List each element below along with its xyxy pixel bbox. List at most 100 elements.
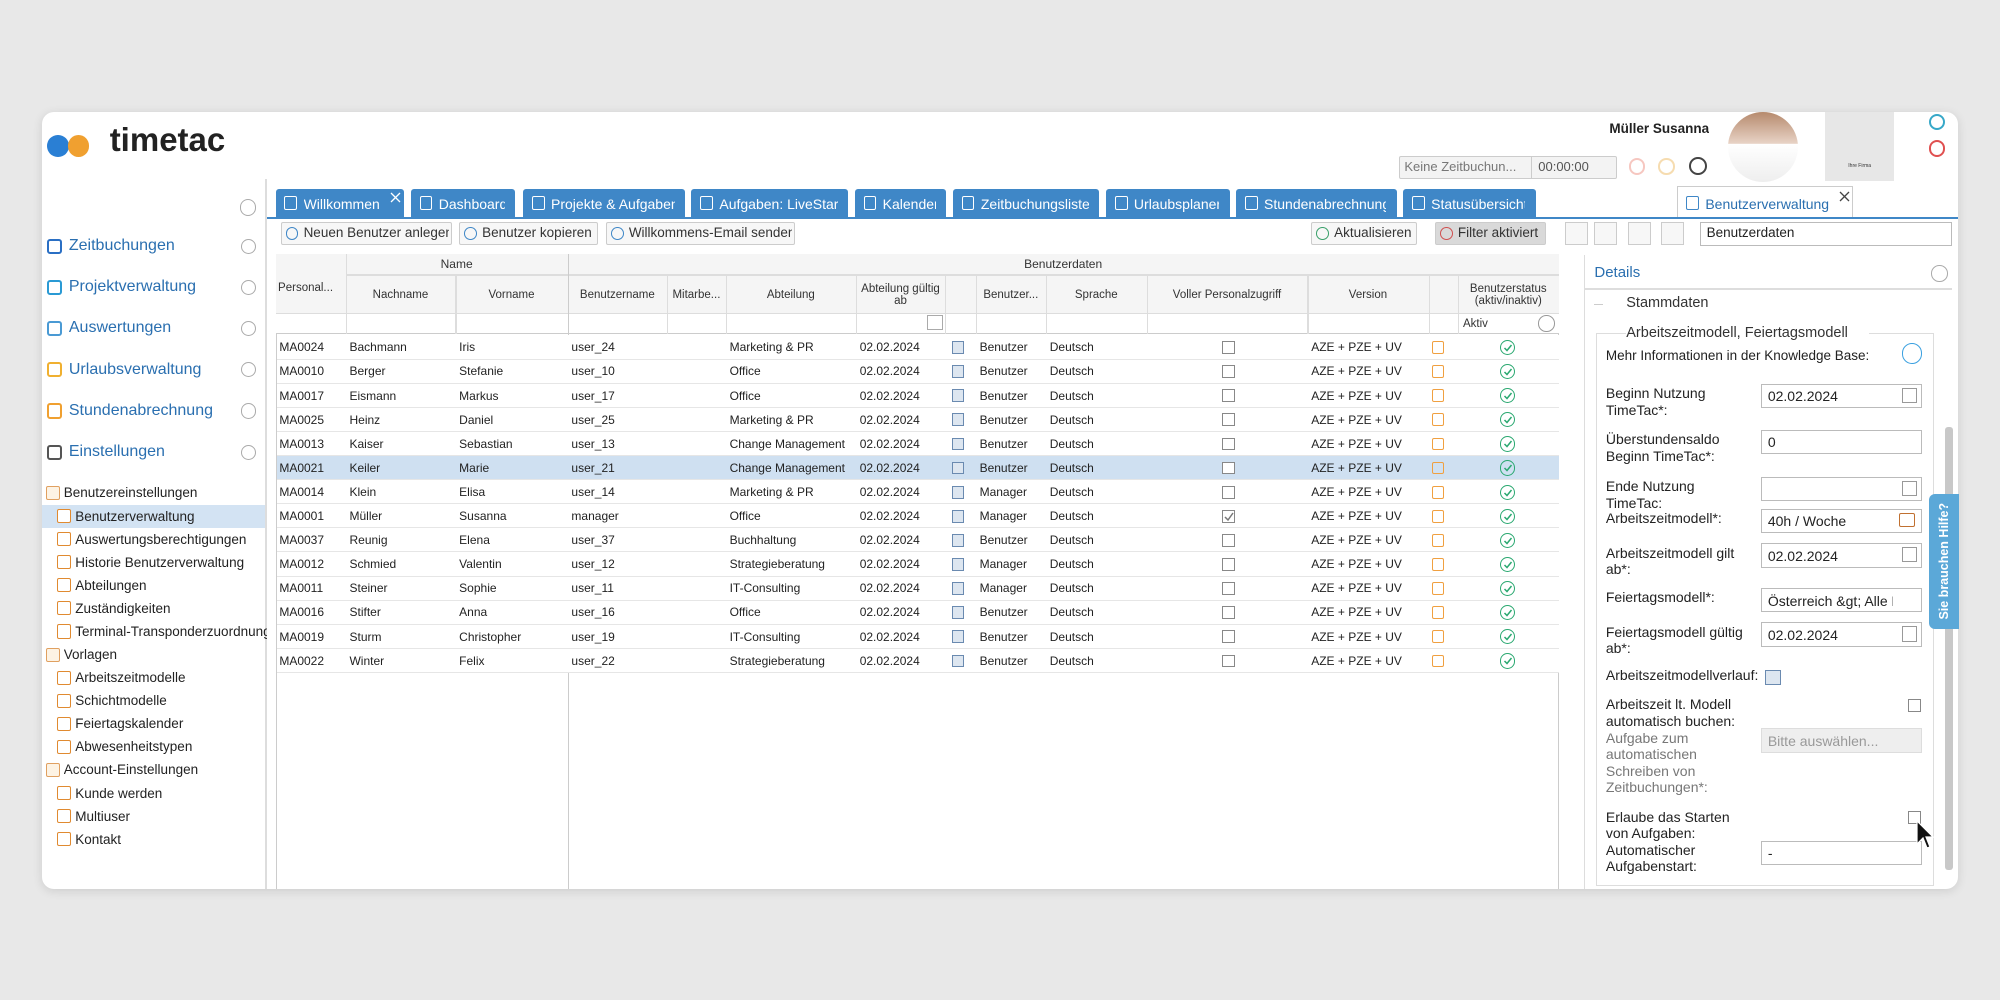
tree-item[interactable]: Historie Benutzerverwaltung [75,554,245,570]
table-cell: user_24 [571,340,615,355]
tree-item[interactable]: Arbeitszeitmodelle [75,670,186,686]
column-header[interactable]: Personal... [278,282,334,295]
table-cell: 02.02.2024 [859,388,920,403]
tree-item[interactable]: Kontakt [75,831,122,847]
tab[interactable] [522,188,685,217]
column-header[interactable]: Nachname [372,288,429,301]
view-select[interactable] [1700,221,1952,247]
toolbar-button[interactable] [459,221,599,245]
tree-item[interactable]: Benutzereinstellungen [63,485,198,501]
group-line [345,274,1559,276]
tab[interactable] [1235,188,1397,217]
help-tab[interactable] [1928,493,1960,629]
field-label: Arbeitszeitmodellverlauf: [1605,667,1759,684]
status-icon [1500,556,1516,573]
edit-icon [1658,158,1675,175]
field-input[interactable] [1761,477,1923,502]
table-cell: Christopher [459,629,522,644]
tree-item[interactable]: Terminal-Transponderzuordnung [75,623,267,639]
tree-icon [57,532,72,547]
field-input[interactable] [1761,728,1923,753]
tree-item[interactable]: Schichtmodelle [75,693,167,709]
icon-button[interactable] [1627,221,1651,245]
tree-item[interactable]: Benutzerverwaltung [75,508,195,524]
nav-item[interactable]: Einstellungen [68,442,165,460]
column-divider [1045,274,1048,335]
tab[interactable] [691,188,849,217]
toolbar-button[interactable] [1311,221,1418,245]
table-cell: 02.02.2024 [859,557,920,572]
column-header[interactable]: Sprache [1074,288,1118,301]
tab-label: Projekte & Aufgaben [551,195,675,212]
tree-item[interactable]: Feiertagskalender [75,716,184,732]
tab[interactable] [854,188,947,217]
help-tab-label[interactable]: Sie brauchen Hilfe? [1936,502,1951,620]
tab[interactable] [1105,188,1230,217]
toolbar-button[interactable] [280,221,452,245]
table-cell: Deutsch [1049,340,1094,355]
table-cell: Anna [459,605,488,620]
field-input[interactable] [1761,429,1923,455]
tree-item[interactable]: Multiuser [75,808,131,824]
tree-icon [57,693,72,708]
lock-icon [1432,461,1444,475]
nav-item[interactable]: Auswertungen [68,319,172,337]
collapse-button[interactable] [239,198,257,216]
field-input[interactable] [1761,840,1923,865]
button-icon [1316,227,1330,240]
table-cell: Kaiser [349,436,384,451]
field-input[interactable] [1761,543,1923,568]
icon-button[interactable] [1594,221,1618,245]
details-title: Details [1594,263,1641,281]
table-cell: Benutzer [979,533,1028,548]
tree-item[interactable]: Vorlagen [63,647,118,663]
help-icon [241,279,257,296]
status-icon [1500,653,1516,669]
tab[interactable] [410,188,516,217]
field-input[interactable] [1761,508,1923,534]
nav-item[interactable]: Projektverwaltung [68,278,197,296]
details-scrollbar [1945,427,1953,870]
tab[interactable] [952,188,1100,217]
column-header[interactable]: Benutzername [579,288,655,301]
table-cell: Elena [459,533,490,548]
lock-icon [1432,389,1444,403]
field-input[interactable] [1761,622,1923,647]
tree-item[interactable]: Abwesenheitstypen [75,739,193,755]
field-value: 40h / Woche [1767,513,1847,530]
tree-item[interactable]: Kunde werden [75,785,163,801]
column-header[interactable]: Abteilung [766,288,815,301]
tree-item[interactable]: Abteilungen [75,577,147,593]
column-divider [945,274,947,335]
field-checkbox[interactable] [1908,698,1921,712]
calendar-icon [1901,547,1918,563]
tree-item[interactable]: Account-Einstellungen [63,762,199,778]
nav-item[interactable]: Urlaubsverwaltung [68,360,202,378]
column-header[interactable]: Mitarbe... [672,288,721,301]
field-input[interactable] [1761,383,1923,409]
nav-item[interactable]: Zeitbuchungen [68,236,175,254]
field-checkbox[interactable] [1908,811,1921,824]
tab[interactable] [1403,188,1536,217]
column-header[interactable]: Benutzerstatus (aktiv/inaktiv) [1469,282,1547,307]
column-header[interactable]: Vorname [488,288,535,301]
tab[interactable] [1677,186,1854,220]
timer-time: 00:00:00 [1538,158,1589,174]
filter-date [927,315,943,331]
toolbar-button[interactable] [605,221,795,245]
table-cell: AZE + PZE + UV [1311,629,1402,644]
nav-item[interactable]: Stundenabrechnung [68,401,213,419]
column-header[interactable]: Version [1348,288,1388,301]
tree-item[interactable]: Zuständigkeiten [75,600,171,616]
field-label: Arbeitszeit lt. Modell automatisch buche… [1605,696,1736,729]
icon-button[interactable] [1660,221,1684,245]
toolbar-button[interactable] [1434,221,1546,245]
column-header[interactable]: Benutzer... [983,288,1039,301]
tree-item[interactable]: Auswertungsberechtigungen [75,531,247,547]
icon-button[interactable] [1565,221,1588,245]
column-header[interactable]: Voller Personalzugriff [1172,288,1282,301]
column-header[interactable]: Abteilung gültig ab [861,282,940,307]
table-cell: Manager [979,581,1027,596]
button-label: Aktualisieren [1334,225,1412,241]
field-input[interactable] [1761,588,1923,613]
